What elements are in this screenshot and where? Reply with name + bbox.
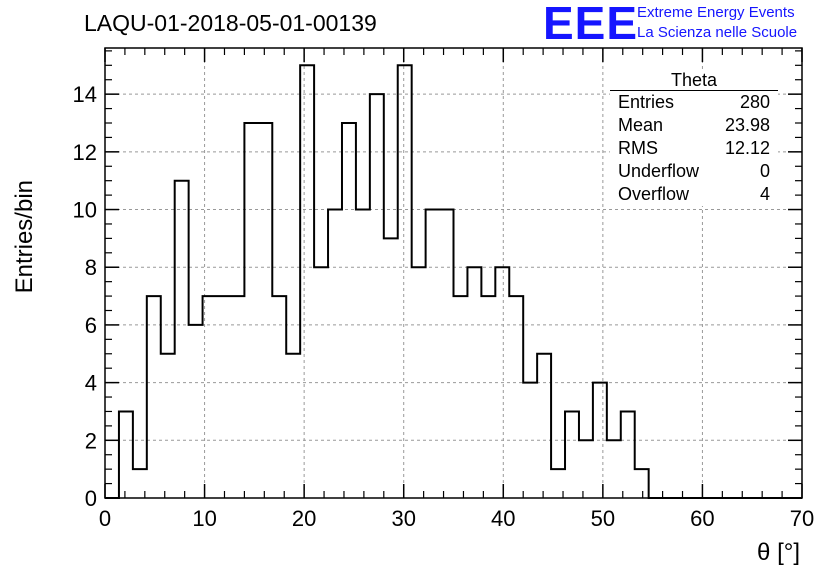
histogram-bin xyxy=(481,296,495,498)
histogram-bin xyxy=(593,383,607,498)
histogram-bin xyxy=(621,411,635,498)
y-tick-label: 10 xyxy=(73,198,97,223)
stats-label: Underflow xyxy=(618,161,700,181)
histogram-bin xyxy=(189,325,203,498)
x-tick-label: 40 xyxy=(491,506,515,531)
histogram-bin xyxy=(440,210,454,498)
histogram-outline xyxy=(105,64,802,499)
stats-row-underflow: Underflow 0 xyxy=(610,160,778,183)
histogram-bin xyxy=(607,440,621,498)
histogram-bin xyxy=(161,354,175,498)
x-tick-label: 30 xyxy=(391,506,415,531)
y-tick-label: 4 xyxy=(85,371,97,396)
histogram-bin xyxy=(258,123,272,498)
histogram-bin xyxy=(147,296,161,498)
x-axis-label: θ [°] xyxy=(757,539,800,566)
stats-label: Mean xyxy=(618,115,664,135)
histogram-bin xyxy=(579,440,593,498)
histogram-bin xyxy=(286,354,300,498)
x-tick-label: 10 xyxy=(192,506,216,531)
histogram-bin xyxy=(635,469,649,498)
histogram-bin xyxy=(384,238,398,498)
stats-label: RMS xyxy=(618,138,658,158)
y-axis-label: Entries/bin xyxy=(11,180,38,293)
y-tick-label: 12 xyxy=(73,140,97,165)
stats-box: Theta Entries 280 Mean 23.98 RMS 12.12 U… xyxy=(610,70,778,206)
histogram-bin xyxy=(244,123,258,498)
stats-row-entries: Entries 280 xyxy=(610,91,778,114)
histogram-bin xyxy=(342,123,356,498)
y-tick-label: 6 xyxy=(85,313,97,338)
histogram-bin xyxy=(119,411,133,498)
chart-title: LAQU-01-2018-05-01-00139 xyxy=(84,10,377,36)
histogram-bin xyxy=(454,296,468,498)
stats-value: 23.98 xyxy=(724,115,770,135)
stats-value: 0 xyxy=(759,161,770,181)
x-tick-label: 60 xyxy=(690,506,714,531)
histogram-bin xyxy=(565,411,579,498)
histogram-bin xyxy=(230,296,244,498)
histogram-bin xyxy=(272,296,286,498)
histogram-bin xyxy=(398,65,412,498)
histogram-bin xyxy=(314,267,328,498)
stats-label: Overflow xyxy=(618,184,690,204)
y-tick-label: 8 xyxy=(85,255,97,280)
eee-logo: EEE xyxy=(543,0,639,49)
stats-row-rms: RMS 12.12 xyxy=(610,137,778,160)
histogram-bin xyxy=(356,210,370,498)
stats-value: 4 xyxy=(759,184,770,204)
histogram-bin xyxy=(175,181,189,498)
plot-frame xyxy=(104,47,803,499)
histogram-bin xyxy=(203,296,217,498)
stats-value: 12.12 xyxy=(724,138,770,158)
logo-line-1: Extreme Energy Events xyxy=(637,4,795,21)
histogram-bin xyxy=(328,210,342,498)
y-tick-label: 0 xyxy=(85,486,97,511)
stats-label: Entries xyxy=(618,92,675,112)
x-tick-label: 70 xyxy=(790,506,814,531)
y-tick-label: 14 xyxy=(73,82,97,107)
histogram-bin xyxy=(217,296,231,498)
histogram-bin xyxy=(509,296,523,498)
x-tick-label: 0 xyxy=(99,506,111,531)
stats-title: Theta xyxy=(610,70,778,91)
histogram-bin xyxy=(537,354,551,498)
x-tick-label: 20 xyxy=(292,506,316,531)
axis-ticks xyxy=(104,48,803,499)
plot-border xyxy=(104,47,803,499)
logo-line-2: La Scienza nelle Scuole xyxy=(637,24,798,41)
histogram-bin xyxy=(370,94,384,498)
histogram-bin xyxy=(495,267,509,498)
histogram-bin xyxy=(300,65,314,498)
stats-value: 280 xyxy=(739,92,770,112)
x-tick-label: 50 xyxy=(591,506,615,531)
histogram-bin xyxy=(426,210,440,498)
histogram-bars xyxy=(105,64,802,499)
stats-row-mean: Mean 23.98 xyxy=(610,114,778,137)
histogram-bin xyxy=(467,267,481,498)
stats-row-overflow: Overflow 4 xyxy=(610,183,778,206)
y-tick-label: 2 xyxy=(85,428,97,453)
histogram-bin xyxy=(412,267,426,498)
histogram-bin xyxy=(523,383,537,498)
